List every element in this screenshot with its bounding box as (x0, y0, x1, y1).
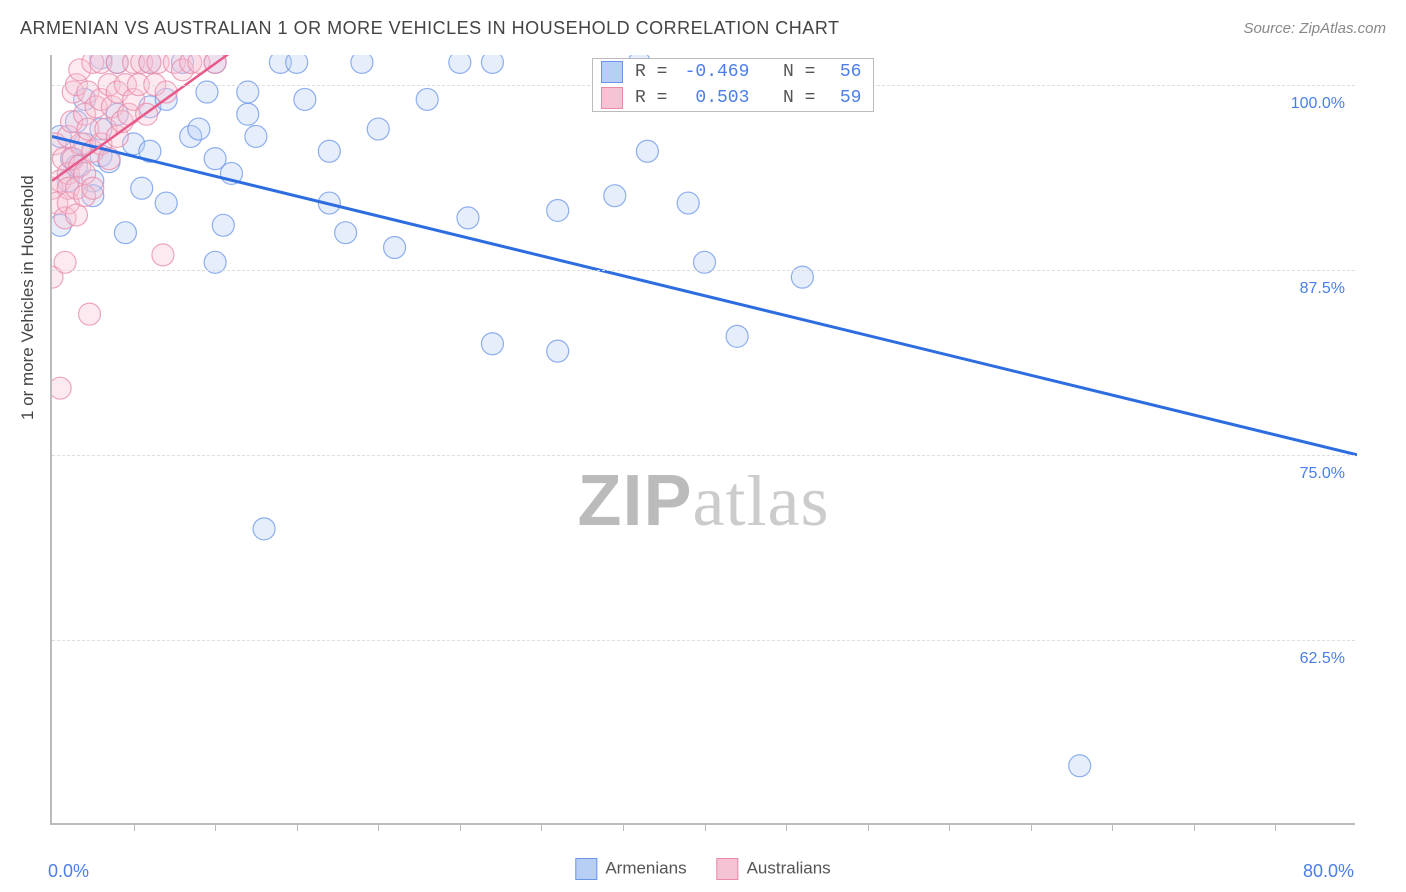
x-tick (705, 823, 706, 831)
legend-r-value: -0.469 (679, 62, 749, 82)
legend-swatch (601, 61, 623, 83)
legend-r-value: 0.503 (679, 88, 749, 108)
scatter-point (481, 55, 503, 73)
scatter-point (294, 88, 316, 110)
scatter-point (82, 177, 104, 199)
chart-container: ARMENIAN VS AUSTRALIAN 1 OR MORE VEHICLE… (0, 0, 1406, 892)
scatter-point (335, 222, 357, 244)
scatter-point (547, 199, 569, 221)
title-bar: ARMENIAN VS AUSTRALIAN 1 OR MORE VEHICLE… (20, 18, 1386, 39)
scatter-point (416, 88, 438, 110)
scatter-point (52, 377, 71, 399)
scatter-point (547, 340, 569, 362)
x-tick (134, 823, 135, 831)
scatter-point (237, 103, 259, 125)
scatter-point (253, 518, 275, 540)
y-axis-label: 1 or more Vehicles in Household (18, 175, 38, 420)
x-tick (623, 823, 624, 831)
gridline (52, 270, 1355, 271)
y-tick-label: 75.0% (1300, 465, 1345, 483)
x-tick (297, 823, 298, 831)
series-legend-item: Armenians (575, 858, 686, 880)
scatter-point (604, 185, 626, 207)
chart-title: ARMENIAN VS AUSTRALIAN 1 OR MORE VEHICLE… (20, 18, 839, 39)
scatter-svg (52, 55, 1357, 825)
legend-swatch (717, 858, 739, 880)
y-tick-label: 87.5% (1300, 280, 1345, 298)
x-tick (215, 823, 216, 831)
x-tick (949, 823, 950, 831)
x-tick (378, 823, 379, 831)
legend-swatch (601, 87, 623, 109)
legend-label: Armenians (605, 858, 686, 877)
scatter-point (79, 303, 101, 325)
correlation-legend-row: R = -0.469 N = 56 (593, 59, 873, 85)
scatter-point (286, 55, 308, 73)
scatter-point (245, 125, 267, 147)
scatter-point (131, 177, 153, 199)
source-attribution: Source: ZipAtlas.com (1243, 20, 1386, 37)
x-tick (1275, 823, 1276, 831)
correlation-legend: R = -0.469 N = 56 R = 0.503 N = 59 (592, 58, 874, 112)
scatter-point (188, 118, 210, 140)
series-legend: Armenians Australians (575, 858, 830, 880)
scatter-point (726, 325, 748, 347)
scatter-point (152, 244, 174, 266)
x-tick (786, 823, 787, 831)
scatter-point (351, 55, 373, 73)
x-axis-max-label: 80.0% (1303, 861, 1354, 882)
trend-line (52, 136, 1357, 454)
legend-n-value: 56 (827, 62, 861, 82)
legend-n-label: N = (761, 88, 815, 108)
scatter-point (677, 192, 699, 214)
scatter-point (384, 237, 406, 259)
x-tick (1031, 823, 1032, 831)
x-tick (1112, 823, 1113, 831)
legend-r-label: R = (635, 62, 667, 82)
gridline (52, 455, 1355, 456)
legend-r-label: R = (635, 88, 667, 108)
scatter-point (367, 118, 389, 140)
x-tick (541, 823, 542, 831)
correlation-legend-row: R = 0.503 N = 59 (593, 85, 873, 111)
scatter-point (457, 207, 479, 229)
legend-n-value: 59 (827, 88, 861, 108)
scatter-point (318, 140, 340, 162)
plot-area: ZIPatlas 100.0%87.5%75.0%62.5% (50, 55, 1355, 825)
legend-n-label: N = (761, 62, 815, 82)
x-tick (868, 823, 869, 831)
scatter-point (155, 192, 177, 214)
scatter-point (449, 55, 471, 73)
series-legend-item: Australians (717, 858, 831, 880)
x-tick (460, 823, 461, 831)
legend-swatch (575, 858, 597, 880)
x-axis-min-label: 0.0% (48, 861, 89, 882)
x-tick (1194, 823, 1195, 831)
scatter-point (1069, 755, 1091, 777)
y-tick-label: 100.0% (1291, 95, 1345, 113)
legend-label: Australians (747, 858, 831, 877)
scatter-point (636, 140, 658, 162)
gridline (52, 640, 1355, 641)
y-tick-label: 62.5% (1300, 650, 1345, 668)
scatter-point (481, 333, 503, 355)
scatter-point (212, 214, 234, 236)
scatter-point (114, 222, 136, 244)
